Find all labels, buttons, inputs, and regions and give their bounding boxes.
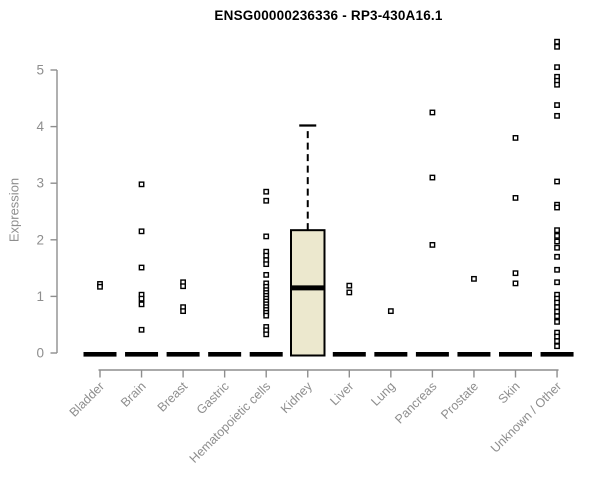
y-tick-label-1: 1 — [36, 289, 44, 304]
outlier-point-unknown-other — [554, 43, 560, 50]
y-tick-label-0: 0 — [36, 346, 44, 361]
outlier-point-pancreas — [429, 174, 436, 181]
outlier-point-hematopoietic-cells — [263, 271, 270, 278]
outlier-point-brain — [138, 181, 145, 188]
outlier-point-pancreas — [429, 109, 436, 116]
outlier-point-unknown-other — [554, 238, 560, 245]
zero-bar-liver — [332, 352, 366, 357]
outlier-point-unknown-other — [554, 204, 560, 211]
x-tick-label-lung: Lung — [368, 379, 398, 409]
outlier-point-hematopoietic-cells — [263, 261, 270, 268]
zero-bar-gastric — [208, 352, 242, 357]
outlier-point-prostate — [471, 275, 477, 282]
x-tick-label-prostate: Prostate — [438, 379, 481, 422]
x-tick-label-pancreas: Pancreas — [392, 379, 439, 426]
outlier-point-brain — [138, 295, 145, 302]
x-tick-label-skin: Skin — [496, 379, 523, 406]
outlier-point-unknown-other — [554, 112, 560, 119]
outlier-point-brain — [138, 228, 145, 235]
outlier-point-lung — [387, 308, 394, 315]
x-tick-label-kidney: Kidney — [278, 379, 315, 416]
outlier-point-hematopoietic-cells — [263, 331, 270, 338]
outlier-point-unknown-other — [554, 333, 560, 340]
outlier-point-unknown-other — [554, 102, 560, 108]
outlier-point-unknown-other — [554, 227, 560, 234]
zero-bar-lung — [374, 352, 408, 357]
outlier-point-hematopoietic-cells — [263, 312, 270, 319]
x-tick-label-hematopoietic-cells: Hematopoietic cells — [187, 379, 274, 466]
outlier-point-unknown-other — [554, 178, 560, 185]
zero-bar-bladder — [83, 352, 117, 357]
zero-bar-pancreas — [415, 352, 449, 357]
outlier-point-unknown-other — [554, 343, 560, 350]
outlier-point-unknown-other — [554, 304, 560, 311]
zero-bar-skin — [499, 352, 532, 357]
outlier-point-liver — [346, 282, 353, 289]
outlier-point-unknown-other — [554, 308, 560, 315]
x-tick-label-brain: Brain — [118, 379, 149, 410]
zero-bar-hematopoietic-cells — [249, 352, 283, 357]
zero-bar-breast — [166, 352, 200, 357]
x-tick-label-gastric: Gastric — [194, 379, 232, 417]
outlier-point-hematopoietic-cells — [263, 252, 270, 259]
zero-bar-prostate — [457, 352, 491, 357]
outlier-point-unknown-other — [554, 299, 560, 306]
outlier-point-hematopoietic-cells — [263, 197, 270, 204]
outlier-point-hematopoietic-cells — [263, 233, 270, 240]
x-tick-label-liver: Liver — [327, 379, 356, 408]
outlier-point-hematopoietic-cells — [263, 188, 270, 195]
outlier-point-skin — [512, 135, 519, 141]
outlier-point-skin — [512, 270, 519, 277]
outlier-point-unknown-other — [554, 313, 560, 320]
outlier-point-breast — [180, 283, 186, 290]
x-tick-label-breast: Breast — [155, 379, 191, 415]
outlier-point-breast — [180, 308, 186, 315]
chart-title: ENSG00000236336 - RP3-430A16.1 — [214, 8, 443, 23]
outlier-point-brain — [138, 301, 145, 308]
box-kidney — [290, 229, 326, 357]
x-tick-label-unknown-other: Unknown / Other — [488, 379, 564, 455]
outlier-point-skin — [512, 195, 519, 201]
outlier-point-unknown-other — [554, 266, 560, 273]
y-tick-label-2: 2 — [36, 232, 44, 247]
y-tick-label-3: 3 — [36, 176, 44, 191]
outlier-point-bladder — [97, 283, 103, 290]
outlier-point-brain — [138, 326, 145, 333]
zero-bar-unknown-other — [540, 352, 574, 357]
y-tick-label-5: 5 — [36, 63, 44, 78]
y-tick-label-4: 4 — [36, 119, 44, 134]
outlier-point-unknown-other — [554, 279, 560, 286]
outlier-point-unknown-other — [554, 244, 560, 251]
outlier-point-skin — [512, 280, 519, 287]
outlier-point-liver — [346, 289, 353, 296]
outlier-point-unknown-other — [554, 232, 560, 239]
outlier-point-unknown-other — [554, 38, 560, 45]
outlier-point-brain — [138, 264, 145, 271]
outlier-point-unknown-other — [554, 81, 560, 88]
outlier-point-unknown-other — [554, 253, 560, 260]
x-tick-label-bladder: Bladder — [67, 379, 107, 419]
outlier-point-pancreas — [429, 241, 436, 248]
outlier-point-unknown-other — [554, 64, 560, 71]
outlier-point-unknown-other — [554, 338, 560, 345]
zero-bar-brain — [125, 352, 159, 357]
y-axis-title: Expression — [6, 177, 22, 243]
outlier-point-unknown-other — [554, 318, 560, 325]
